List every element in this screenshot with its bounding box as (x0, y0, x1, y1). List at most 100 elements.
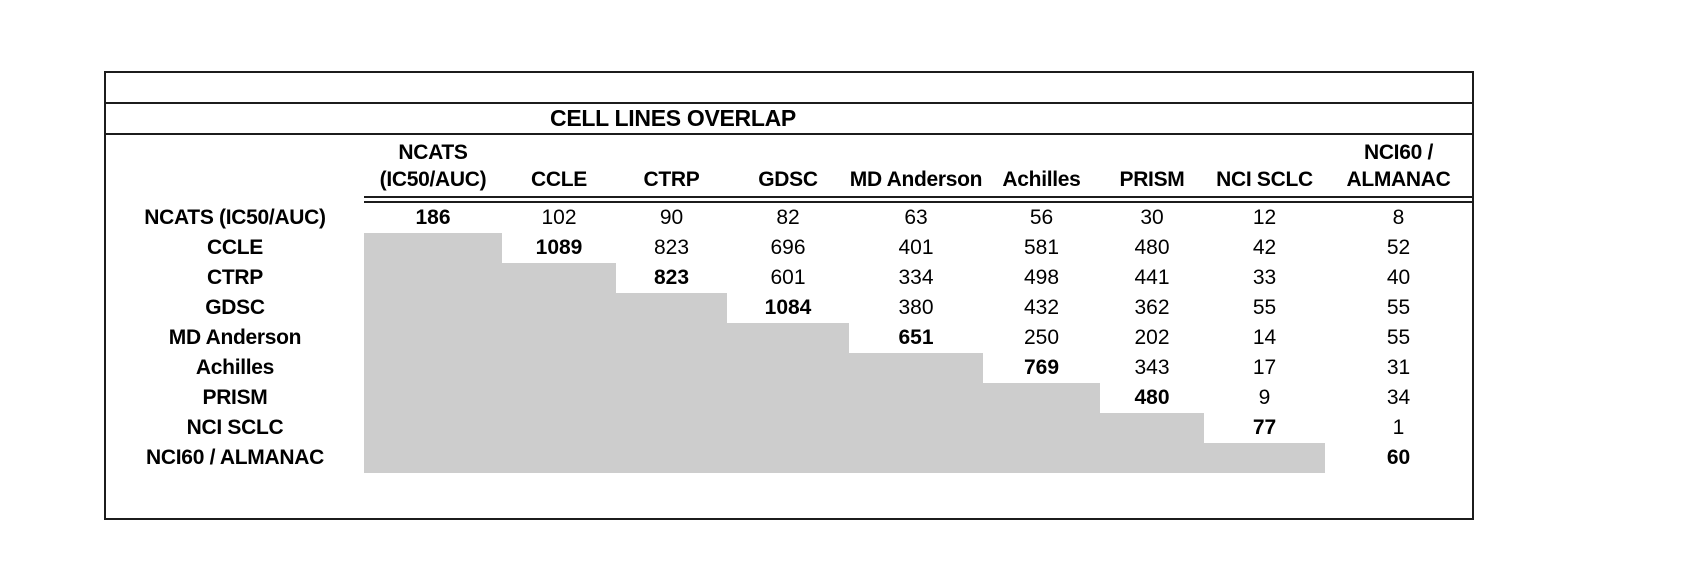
row-label: CCLE (207, 236, 263, 259)
matrix-cell (727, 383, 849, 413)
header-cell-line: ALMANAC (1346, 168, 1451, 191)
row-label: NCI60 / ALMANAC (146, 446, 324, 469)
table-row: GDSC 1084 380 432 362 55 55 (106, 293, 1472, 323)
matrix-cell (983, 443, 1100, 473)
header-cell-line: PRISM (1119, 168, 1185, 191)
matrix-cell: 90 (659, 206, 684, 229)
matrix-cell (616, 323, 727, 353)
matrix-cell: 432 (1023, 296, 1060, 319)
matrix-body: NCATS (IC50/AUC) 186 102 90 82 63 56 30 12 8 CCLE 1… (106, 203, 1472, 473)
matrix-cell (364, 323, 502, 353)
matrix-cell: 1084 (764, 296, 812, 319)
matrix-cell: 498 (1023, 266, 1060, 289)
matrix-cell: 581 (1023, 236, 1060, 259)
matrix-cell (983, 383, 1100, 413)
row-label: NCI SCLC (186, 416, 284, 439)
matrix-cell: 362 (1134, 296, 1170, 319)
header-cell: MD Anderson (849, 166, 983, 193)
matrix-cell (1204, 443, 1325, 473)
header-cell: CTRP (616, 166, 727, 193)
column-header-row: NCATS (IC50/AUC) CCLE CTRP GDSC MD Anderson Ac… (106, 135, 1472, 203)
matrix-cell (364, 353, 502, 383)
matrix-cell: 696 (770, 236, 806, 259)
matrix-cell (502, 353, 616, 383)
table-row: MD Anderson 651 250 202 14 55 (106, 323, 1472, 353)
matrix-cell: 441 (1134, 266, 1170, 289)
row-label: GDSC (205, 296, 265, 319)
matrix-cell (364, 293, 502, 323)
header-cell: GDSC (727, 166, 849, 193)
matrix-cell (616, 443, 727, 473)
matrix-cell: 8 (1392, 206, 1405, 229)
bottom-spacer (106, 473, 1472, 518)
matrix-cell (849, 443, 983, 473)
row-label: MD Anderson (168, 326, 302, 349)
matrix-cell (616, 413, 727, 443)
matrix-cell: 186 (415, 206, 451, 229)
table-row: Achilles 769 343 17 31 (106, 353, 1472, 383)
header-cell-line: MD Anderson (849, 168, 983, 191)
header-cell-line: Achilles (1002, 168, 1081, 191)
row-label: NCATS (IC50/AUC) (144, 206, 326, 229)
matrix-cell (616, 353, 727, 383)
matrix-cell (1100, 413, 1204, 443)
matrix-cell (727, 443, 849, 473)
matrix-cell (502, 383, 616, 413)
matrix-cell: 1089 (535, 236, 583, 259)
matrix-cell: 60 (1386, 446, 1411, 469)
matrix-cell: 17 (1252, 356, 1277, 379)
matrix-cell: 480 (1134, 236, 1170, 259)
header-cell-line: GDSC (758, 168, 818, 191)
matrix-cell: 480 (1134, 386, 1170, 409)
matrix-cell (849, 353, 983, 383)
cell-lines-overlap-table: CELL LINES OVERLAP NCATS (IC50/AUC) CCLE CT… (104, 71, 1474, 520)
matrix-cell: 250 (1023, 326, 1060, 349)
matrix-cell: 401 (898, 236, 934, 259)
matrix-cell: 14 (1252, 326, 1277, 349)
matrix-cell: 40 (1386, 266, 1411, 289)
matrix-cell: 9 (1258, 386, 1271, 409)
table-row: NCATS (IC50/AUC) 186 102 90 82 63 56 30 12 8 (106, 203, 1472, 233)
title-container: CELL LINES OVERLAP (106, 105, 1240, 132)
matrix-cell: 55 (1386, 296, 1411, 319)
matrix-cell (502, 293, 616, 323)
empty-top-row (106, 73, 1472, 104)
header-cell-line: NCATS (398, 141, 468, 164)
row-label: CTRP (207, 266, 263, 289)
matrix-cell (502, 443, 616, 473)
matrix-cell: 380 (898, 296, 934, 319)
matrix-cell: 33 (1252, 266, 1277, 289)
header-cell: NCI60 / ALMANAC (1325, 139, 1472, 193)
matrix-cell: 334 (898, 266, 934, 289)
row-label: Achilles (195, 356, 275, 379)
header-cell: NCI SCLC (1204, 166, 1325, 193)
matrix-cell: 30 (1140, 206, 1164, 229)
matrix-cell (616, 293, 727, 323)
matrix-cell: 102 (541, 206, 577, 229)
header-cell-line: CTRP (643, 168, 700, 191)
matrix-cell: 601 (770, 266, 806, 289)
matrix-cell: 42 (1252, 236, 1277, 259)
header-cell: Achilles (983, 166, 1100, 193)
matrix-cell: 31 (1386, 356, 1411, 379)
matrix-cell (616, 383, 727, 413)
matrix-cell (727, 353, 849, 383)
matrix-cell: 202 (1134, 326, 1170, 349)
header-cell: CCLE (502, 166, 616, 193)
matrix-cell: 55 (1386, 326, 1411, 349)
matrix-cell (502, 413, 616, 443)
matrix-cell: 651 (898, 326, 934, 349)
header-cell-line: (IC50/AUC) (379, 168, 487, 191)
table-row: CCLE 1089 823 696 401 581 480 42 52 (106, 233, 1472, 263)
header-cell: PRISM (1100, 166, 1204, 193)
matrix-cell (502, 263, 616, 293)
table-row: CTRP 823 601 334 498 441 33 40 (106, 263, 1472, 293)
matrix-cell (849, 413, 983, 443)
matrix-cell (849, 383, 983, 413)
matrix-cell (1100, 443, 1204, 473)
matrix-cell: 769 (1023, 356, 1060, 379)
table-row: NCI60 / ALMANAC 60 (106, 443, 1472, 473)
header-double-rule (364, 196, 1472, 203)
matrix-cell: 56 (1029, 206, 1054, 229)
